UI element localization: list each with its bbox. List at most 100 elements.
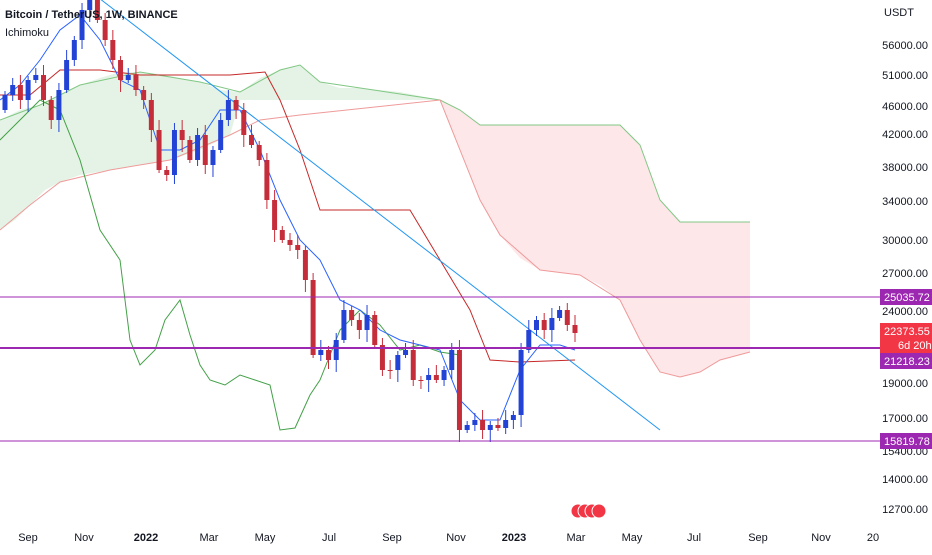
candle-body	[133, 75, 139, 90]
price-axis	[880, 0, 932, 550]
tag	[880, 323, 932, 353]
candle-body	[17, 85, 23, 100]
candle-body	[557, 310, 563, 318]
candle-body	[418, 380, 424, 381]
candle-body	[487, 425, 493, 430]
cloud-edge-b	[0, 99, 751, 378]
candle-body	[25, 80, 31, 100]
countdown: 6d 20h	[898, 340, 932, 352]
time-label: Nov	[811, 532, 831, 544]
time-label: Sep	[748, 532, 768, 544]
tag	[880, 289, 932, 305]
candle-body	[264, 160, 270, 200]
candle-body	[187, 140, 193, 160]
candle-body	[171, 130, 177, 175]
price-label: 46000.00	[882, 101, 928, 113]
candle-body	[410, 350, 416, 380]
candle-body	[195, 135, 201, 160]
time-label: 20	[867, 532, 879, 544]
candle-body	[541, 320, 547, 330]
candle-body	[110, 40, 116, 60]
candle-body	[526, 330, 532, 350]
indicator-name[interactable]: Ichimoku	[5, 27, 49, 39]
candle-body	[333, 340, 339, 360]
time-label: Mar	[567, 532, 586, 544]
event-icons[interactable]	[570, 503, 607, 519]
price-label: 38000.00	[882, 162, 928, 174]
candle-body	[456, 350, 462, 430]
candle-body	[318, 350, 324, 355]
tag-label: 15819.78	[884, 436, 930, 448]
candle-body	[225, 100, 231, 120]
candle-body	[48, 100, 54, 120]
candle-body	[518, 350, 524, 415]
candle-body	[56, 90, 62, 120]
candle-body	[210, 150, 216, 165]
time-label: Sep	[18, 532, 38, 544]
candle-body	[449, 350, 455, 370]
candle-body	[503, 420, 509, 428]
candle-body	[310, 280, 316, 355]
candle-body	[272, 200, 278, 230]
time-label: Jul	[322, 532, 336, 544]
time-label: 2023	[502, 532, 526, 544]
symbol-title[interactable]: Bitcoin / TetherUS, 1W, BINANCE	[5, 9, 178, 21]
candle-body	[156, 130, 162, 170]
candle-body	[164, 170, 170, 175]
candle-body	[125, 75, 131, 80]
candle-body	[510, 415, 516, 420]
candle-body	[295, 245, 301, 250]
candle-body	[218, 120, 224, 150]
candle-body	[564, 310, 570, 325]
candle-body	[341, 310, 347, 340]
lagging-span	[0, 99, 461, 431]
time-label: Jul	[687, 532, 701, 544]
price-label: 24000.00	[882, 306, 928, 318]
candle-body	[41, 75, 47, 100]
candle-body	[79, 10, 85, 40]
candle-body	[433, 375, 439, 380]
candle-body	[349, 310, 355, 320]
candle-body	[495, 425, 501, 428]
tag	[880, 353, 932, 369]
price-label: 34000.00	[882, 196, 928, 208]
base-line	[0, 69, 576, 363]
price-label: 27000.00	[882, 268, 928, 280]
price-label: 30000.00	[882, 235, 928, 247]
candle-body	[102, 20, 108, 40]
candle-body	[572, 325, 578, 333]
candle-body	[279, 230, 285, 240]
candle-body	[94, 0, 100, 20]
candle-body	[64, 60, 70, 90]
time-label: May	[255, 532, 276, 544]
candles	[2, 0, 578, 442]
candle-body	[118, 60, 124, 80]
candle-body	[326, 350, 332, 360]
price-label: 51000.00	[882, 70, 928, 82]
candle-body	[248, 135, 254, 145]
price-labels: 56000.00 51000.00 46000.00 42000.00 38000.00…	[882, 40, 928, 516]
trendline	[100, 0, 661, 431]
candle-body	[10, 85, 16, 95]
candle-body	[287, 240, 293, 245]
time-labels: Sep Nov 2022 Mar May Jul Sep Nov 2023 Mar May Jul Se…	[18, 532, 879, 544]
candle-body	[302, 250, 308, 280]
cloud-green	[0, 65, 440, 230]
candle-body	[441, 370, 447, 380]
price-label: 56000.00	[882, 40, 928, 52]
candle-body	[472, 420, 478, 425]
candle-body	[87, 0, 93, 10]
candle-body	[148, 100, 154, 130]
time-label: 2022	[134, 532, 158, 544]
tag-label: 21218.23	[884, 356, 930, 368]
price-label: 42000.00	[882, 129, 928, 141]
time-label: Sep	[382, 532, 402, 544]
time-label: Nov	[74, 532, 94, 544]
price-label: 17000.00	[882, 413, 928, 425]
candle-body	[533, 320, 539, 330]
candle-body	[403, 350, 409, 355]
time-label: Nov	[446, 532, 466, 544]
candle-body	[379, 345, 385, 370]
candle-body	[387, 370, 393, 371]
